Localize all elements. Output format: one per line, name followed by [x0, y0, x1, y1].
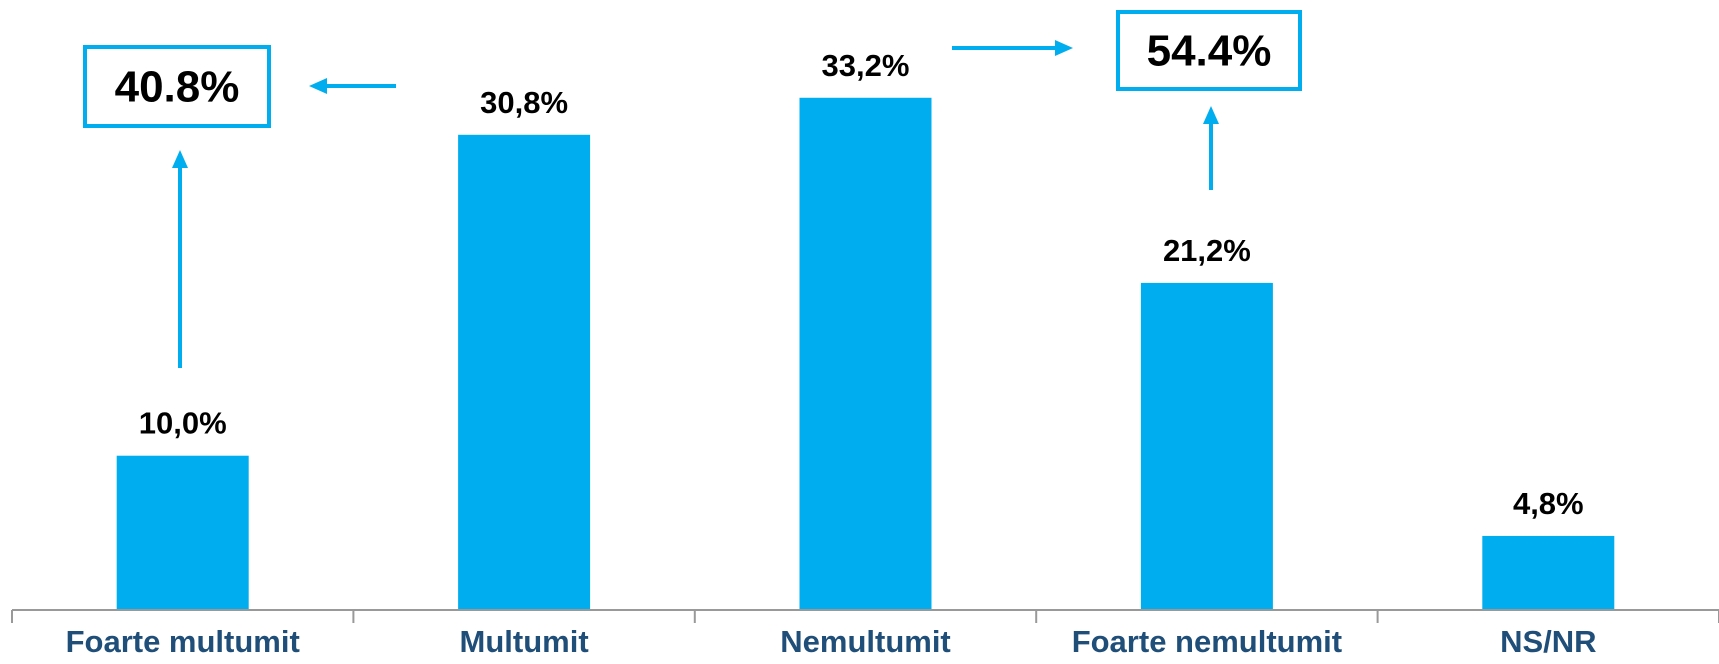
bar-1 — [116, 455, 249, 610]
bar-2 — [458, 134, 591, 611]
total-dissatisfied-box — [1116, 10, 1302, 91]
arrow-left-head — [309, 78, 327, 94]
bar-value-label-1: 10,0% — [139, 406, 227, 441]
total-satisfied-label: 40.8% — [115, 63, 240, 112]
bar-3 — [799, 97, 932, 611]
bar-value-label-5: 4,8% — [1513, 486, 1584, 521]
bar-value-label-2: 30,8% — [480, 85, 568, 120]
arrow-up-left-head — [172, 150, 188, 168]
x-tick-label-4: Foarte nemultumit — [1072, 624, 1342, 659]
arrow-up-right-head — [1203, 106, 1219, 124]
bar-5 — [1482, 535, 1615, 610]
arrow-right-head — [1055, 40, 1073, 56]
total-satisfied-box — [83, 45, 271, 128]
total-dissatisfied-label: 54.4% — [1147, 27, 1272, 76]
x-tick-label-1: Foarte multumit — [66, 624, 300, 659]
bar-value-label-4: 21,2% — [1163, 233, 1251, 268]
x-tick-label-2: Multumit — [460, 624, 589, 659]
x-tick-label-5: NS/NR — [1500, 624, 1596, 659]
bar-4 — [1140, 282, 1273, 610]
bar-value-label-3: 33,2% — [822, 48, 910, 83]
x-tick-label-3: Nemultumit — [780, 624, 951, 659]
